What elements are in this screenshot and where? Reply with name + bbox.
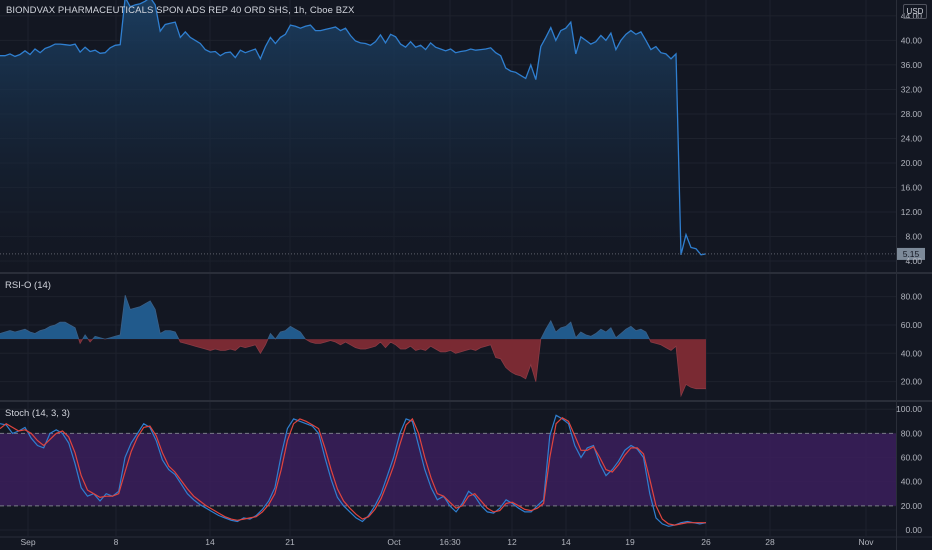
y-tick-label: 4.00 [905,256,922,266]
currency-badge[interactable]: USD [903,4,927,19]
y-tick-label: 24.00 [901,133,923,143]
y-axis: 4.00 8.00 12.00 16.00 20.00 24.00 28.00 32.00 36… [896,11,922,535]
y-tick-label: 100.00 [896,404,922,414]
y-tick-label: 12.00 [901,207,923,217]
last-price-tag [897,247,925,260]
x-tick-label: Oct [387,537,401,547]
x-tick-label: 16:30 [439,537,461,547]
x-tick-label: 14 [205,537,215,547]
stoch-label[interactable]: Stoch (14, 3, 3) [5,408,70,419]
x-tick-label: 19 [625,537,635,547]
rsi-label[interactable]: RSI-O (14) [5,280,51,291]
x-tick-label: 14 [561,537,571,547]
stoch-d-line [0,416,706,526]
price-area-fill [0,0,706,272]
x-tick-label: Sep [20,537,35,547]
y-tick-label: 44.00 [901,11,923,21]
price-line [0,0,707,256]
y-tick-label: 32.00 [901,84,923,94]
y-tick-label: 16.00 [901,182,923,192]
x-tick-label: 12 [507,537,517,547]
chart-title[interactable]: BIONDVAX PHARMACEUTICALS SPON ADS REP 40… [6,5,355,16]
x-tick-label: 26 [701,537,711,547]
y-tick-label: 36.00 [901,60,923,70]
y-tick-label: 40.00 [901,348,923,358]
rsi-pane[interactable] [0,295,706,398]
y-tick-label: 20.00 [901,158,923,168]
y-tick-label: 8.00 [905,231,922,241]
y-tick-label: 60.00 [901,453,923,463]
x-tick-label: 28 [765,537,775,547]
rsi-down-line [78,339,706,398]
rsi-down-area [0,339,706,396]
stoch-band [0,433,896,506]
last-price-value: 5.15 [903,249,920,259]
y-tick-label: 28.00 [901,109,923,119]
y-tick-label: 80.00 [901,428,923,438]
rsi-up-line [0,295,650,340]
price-pane[interactable]: 5.15 [0,0,925,272]
y-tick-label: 40.00 [901,477,923,487]
y-tick-label: 40.00 [901,35,923,45]
y-tick-label: 80.00 [901,292,923,302]
x-tick-label: 21 [285,537,295,547]
stoch-k-line [0,414,707,527]
x-tick-label: 8 [114,537,119,547]
y-tick-label: 20.00 [901,501,923,511]
y-tick-label: 0.00 [905,525,922,535]
rsi-up-area [0,295,650,340]
stoch-pane[interactable] [0,414,896,527]
y-tick-label: 60.00 [901,320,923,330]
y-tick-label: 20.00 [901,377,923,387]
x-axis: Sep 8 14 21 Oct 16:30 12 14 19 26 28 Nov [20,537,874,547]
x-tick-label: Nov [858,537,874,547]
